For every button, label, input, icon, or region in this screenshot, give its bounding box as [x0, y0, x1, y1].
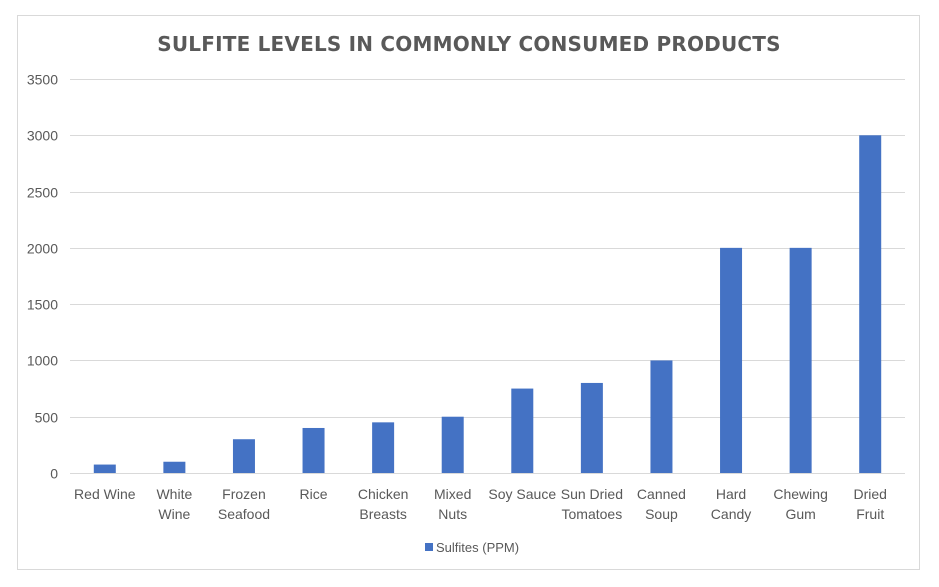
- y-tick-label: 2000: [27, 241, 58, 257]
- y-tick-label: 2500: [27, 185, 58, 201]
- y-axis-ticks: 0 500 1000 1500 2000 2500 3000 3500: [27, 72, 58, 482]
- gridlines: [70, 79, 905, 474]
- bar: [372, 422, 395, 473]
- x-tick-label: Hard Candy: [711, 486, 751, 522]
- bar: [163, 461, 186, 473]
- bar: [302, 427, 325, 473]
- x-tick-label: Soy Sauce: [488, 486, 556, 502]
- bars: [93, 135, 882, 474]
- x-tick-label: Frozen Seafood: [218, 486, 270, 522]
- bar: [232, 439, 255, 473]
- chart-frame: [17, 15, 920, 570]
- x-tick-label: Chicken Breasts: [358, 486, 409, 522]
- x-tick-label: Sun Dried Tomatoes: [561, 486, 623, 522]
- bar: [580, 382, 603, 473]
- bar: [93, 464, 116, 473]
- y-tick-label: 3500: [27, 72, 58, 88]
- x-tick-label: Rice: [300, 486, 328, 502]
- y-tick-label: 3000: [27, 128, 58, 144]
- x-tick-label: Mixed Nuts: [434, 486, 471, 522]
- x-axis-labels: Red Wine White Wine Frozen Seafood Rice Chicke…: [74, 486, 887, 522]
- chart-title: SULFITE LEVELS IN COMMONLY CONSUMED PROD…: [157, 32, 780, 56]
- legend-label: Sulfites (PPM): [436, 540, 519, 555]
- y-tick-label: 1000: [27, 353, 58, 369]
- y-tick-label: 1500: [27, 297, 58, 313]
- x-tick-label: Dried Fruit: [853, 486, 886, 522]
- x-tick-label: White Wine: [156, 486, 192, 522]
- bar: [650, 360, 673, 473]
- legend-swatch: [425, 543, 433, 551]
- bar: [441, 416, 464, 473]
- legend: Sulfites (PPM): [425, 540, 519, 555]
- x-tick-label: Chewing Gum: [773, 486, 827, 522]
- y-tick-label: 500: [35, 410, 59, 426]
- y-tick-label: 0: [50, 466, 58, 482]
- x-tick-label: Canned Soup: [637, 486, 686, 522]
- bar: [789, 247, 812, 473]
- bar: [720, 247, 743, 473]
- bar: [859, 135, 882, 474]
- x-tick-label: Red Wine: [74, 486, 136, 502]
- bar: [511, 388, 534, 473]
